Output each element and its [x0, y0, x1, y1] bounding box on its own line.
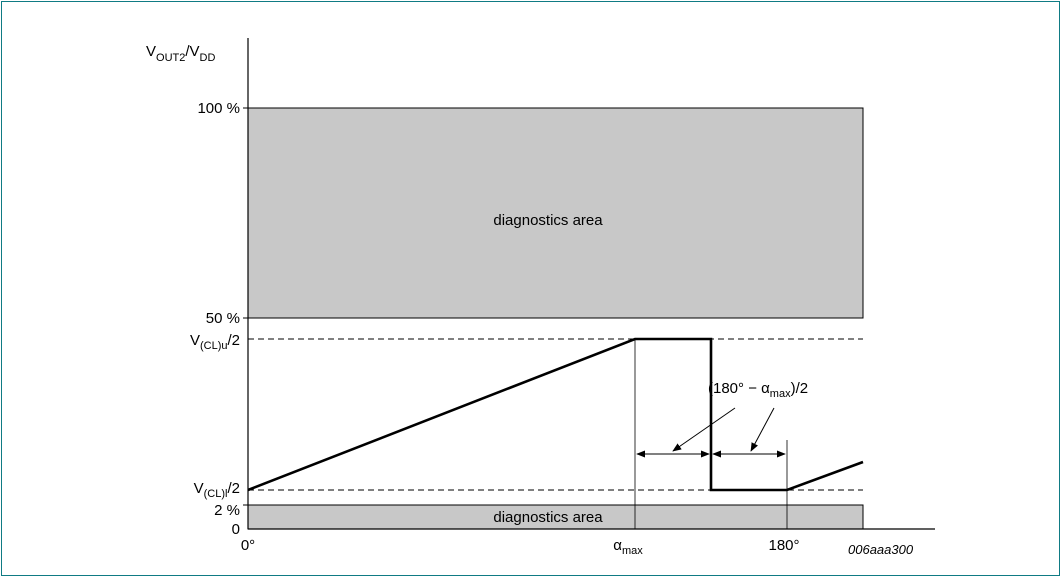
- dimension-annotation: (180° − αmax)/2: [708, 380, 808, 400]
- lower-diagnostics-area: [247, 504, 864, 530]
- leader-arrow-right: [750, 407, 775, 452]
- y-label-100: 100 %: [197, 100, 240, 117]
- x-label-180: 180°: [768, 537, 799, 554]
- x-label-alpha-max: αmax: [613, 537, 643, 557]
- y-label-50: 50 %: [206, 310, 240, 327]
- lower-area-label: diagnostics area: [493, 509, 603, 526]
- y-axis-title: VOUT2/VDD: [146, 43, 215, 64]
- output-waveform: [247, 337, 864, 492]
- y-label-vcll: V(CL)l/2: [194, 480, 240, 500]
- figure-id: 006aaa300: [848, 542, 914, 557]
- upper-diagnostics-area: [247, 107, 864, 319]
- y-label-vclu: V(CL)u/2: [190, 332, 240, 352]
- x-label-0: 0°: [241, 537, 255, 554]
- y-label-2: 2 %: [214, 502, 240, 519]
- upper-area-label: diagnostics area: [493, 212, 603, 229]
- y-label-0: 0: [232, 521, 240, 538]
- leader-arrow-left: [672, 407, 736, 452]
